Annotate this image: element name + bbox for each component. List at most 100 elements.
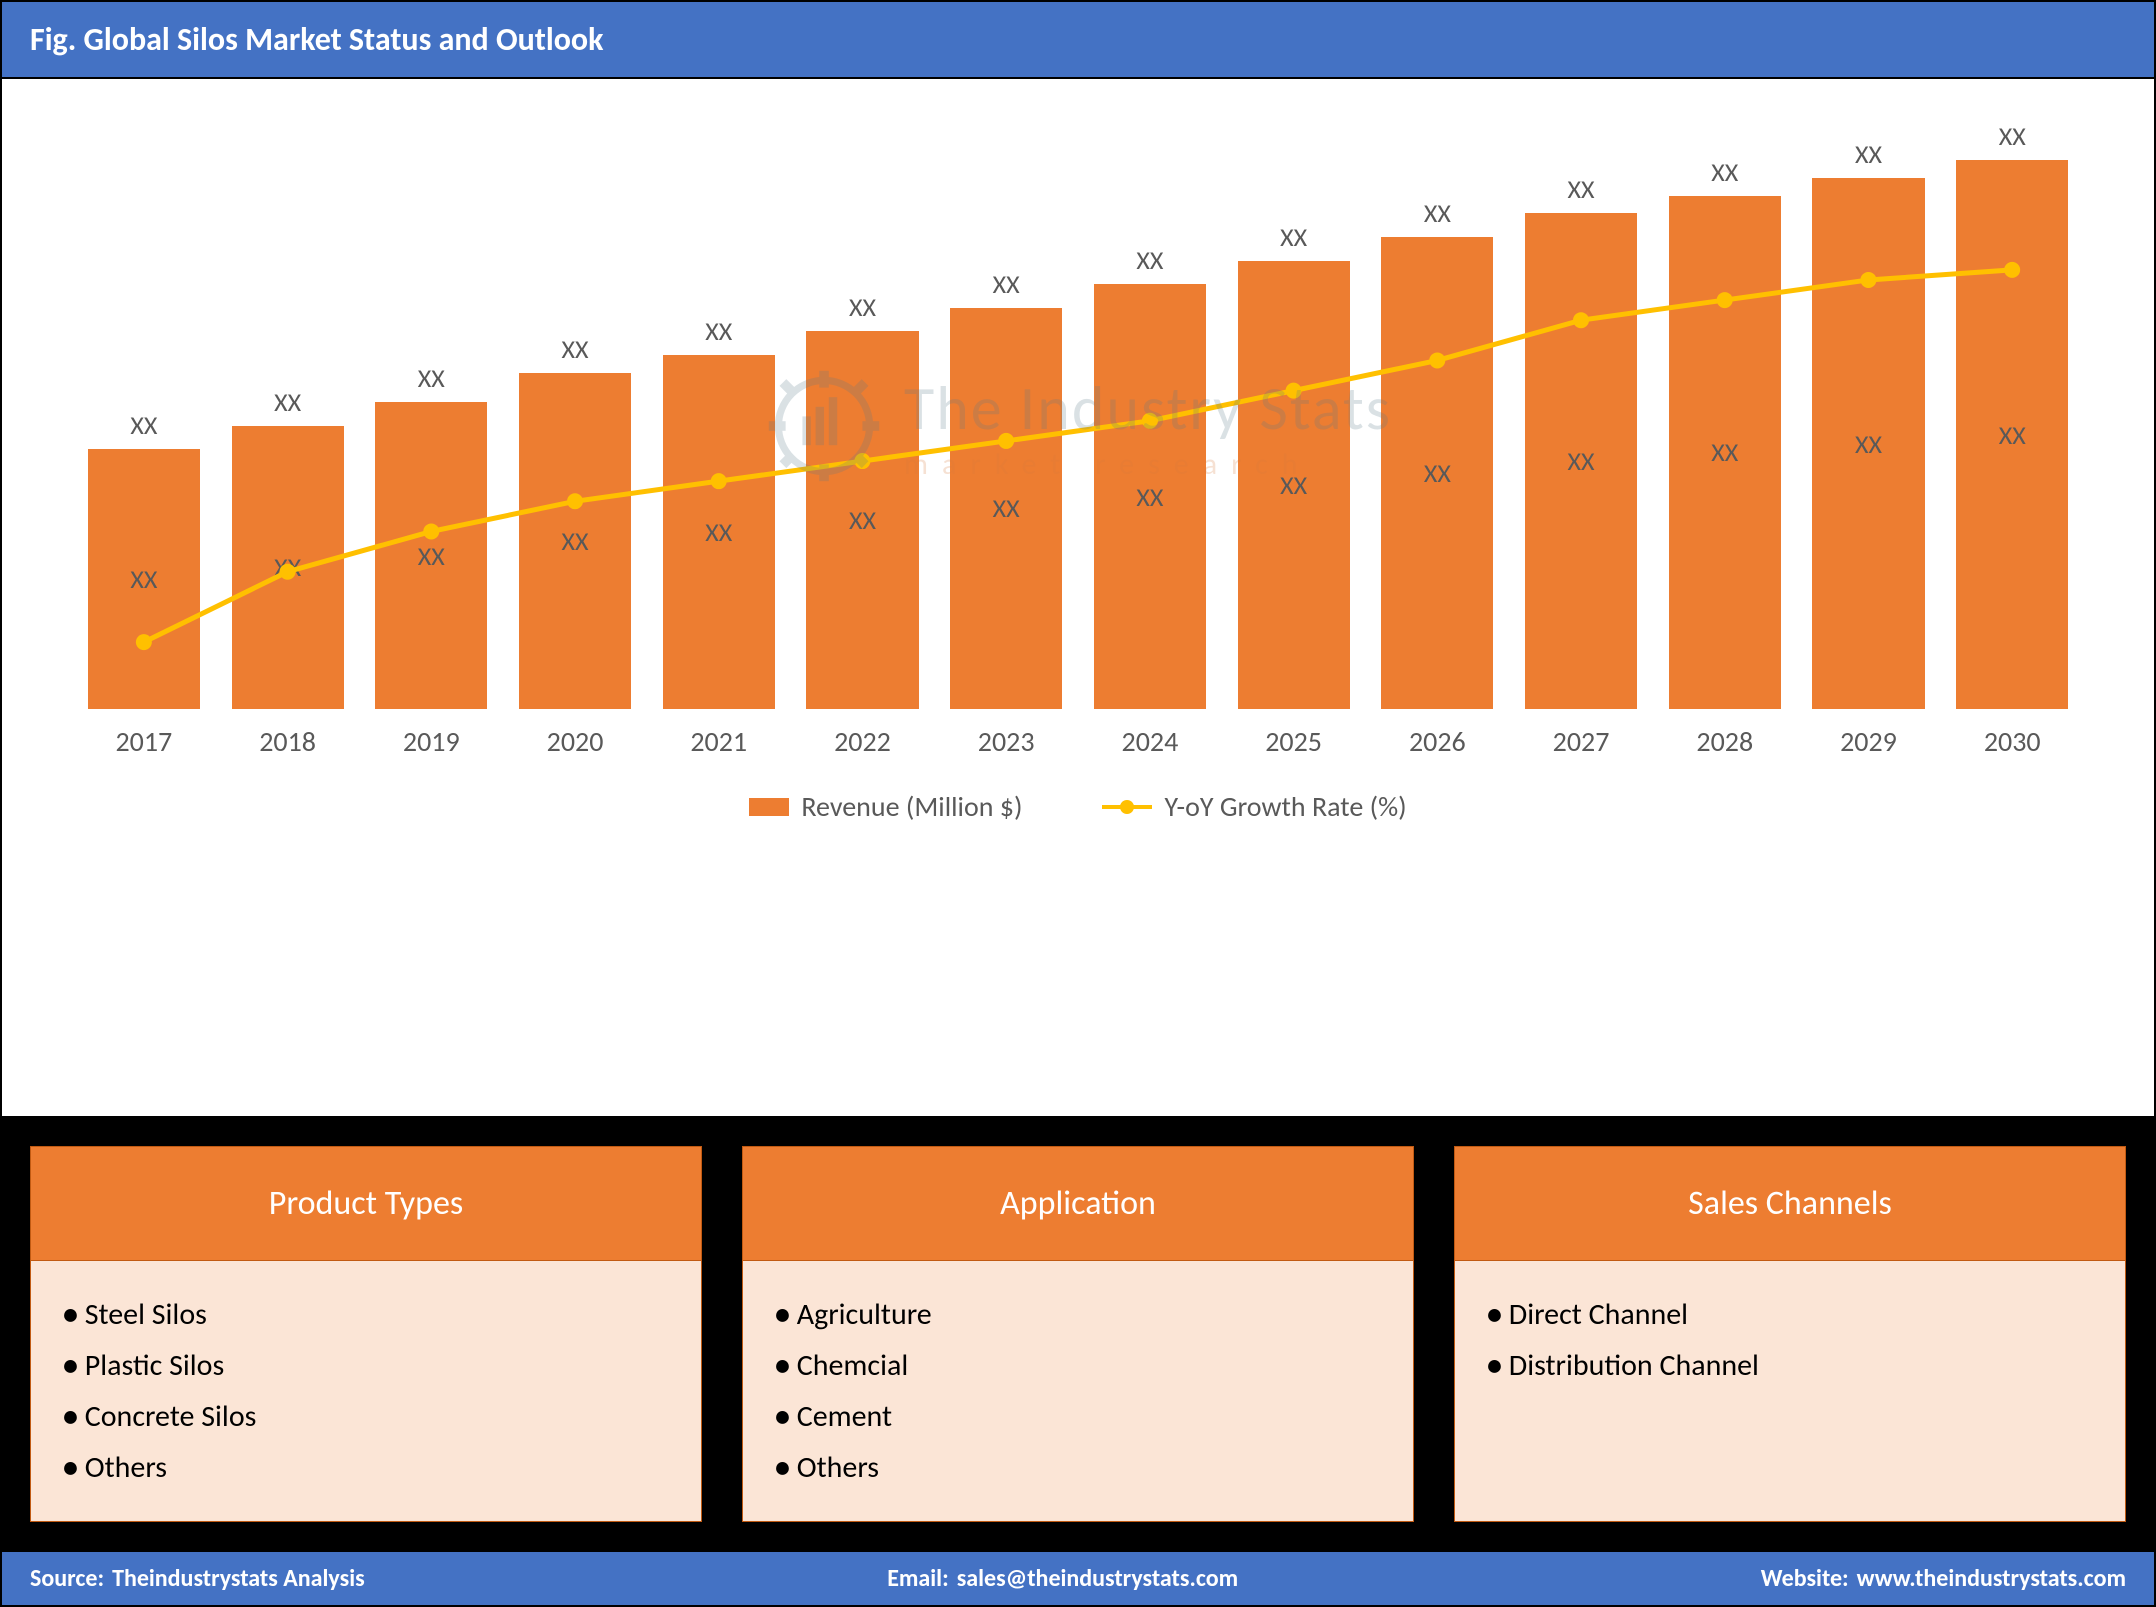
footer-website-label: Website:: [1761, 1564, 1849, 1593]
list-item: Chemcial: [775, 1340, 1381, 1391]
category-card: Product TypesSteel SilosPlastic SilosCon…: [30, 1146, 702, 1522]
revenue-bar: XXXX: [950, 308, 1062, 709]
bar-label-top: XX: [1424, 197, 1451, 229]
revenue-bar: XXXX: [663, 355, 775, 709]
footer-email: Email: sales@theindustrystats.com: [887, 1564, 1238, 1593]
bar-group: XX XX: [1653, 119, 1797, 709]
legend-line-label: Y-oY Growth Rate (%): [1164, 789, 1406, 824]
list-item: Plastic Silos: [63, 1340, 669, 1391]
legend-swatch-line: [1102, 805, 1152, 809]
x-axis-label: 2018: [216, 724, 360, 759]
bar-group: XX XX: [1222, 119, 1366, 709]
bar-label-top: XX: [562, 333, 589, 365]
revenue-bar: XXXX: [88, 449, 200, 709]
card-body: AgricultureChemcialCementOthers: [742, 1261, 1414, 1522]
bar-label-top: XX: [1136, 244, 1163, 276]
card-body: Direct ChannelDistribution Channel: [1454, 1261, 2126, 1522]
revenue-bar: XXXX: [1525, 213, 1637, 709]
bar-label-top: XX: [1568, 173, 1595, 205]
revenue-bar: XXXX: [1238, 261, 1350, 709]
infographic-container: Fig. Global Silos Market Status and Outl…: [0, 0, 2156, 1607]
revenue-bar: XXXX: [519, 373, 631, 709]
list-item: Concrete Silos: [63, 1391, 669, 1442]
card-body: Steel SilosPlastic SilosConcrete SilosOt…: [30, 1261, 702, 1522]
bar-label-in: XX: [1568, 445, 1595, 477]
x-axis-label: 2017: [72, 724, 216, 759]
list-item: Distribution Channel: [1487, 1340, 2093, 1391]
x-axis-label: 2029: [1797, 724, 1941, 759]
x-axis-label: 2028: [1653, 724, 1797, 759]
bar-group: XX XX: [359, 119, 503, 709]
bar-label-top: XX: [993, 268, 1020, 300]
list-item: Cement: [775, 1391, 1381, 1442]
bar-label-in: XX: [274, 551, 301, 583]
footer-bar: Source: Theindustrystats Analysis Email:…: [2, 1550, 2154, 1605]
legend-revenue: Revenue (Million $): [749, 789, 1022, 824]
bar-group: XX XX: [647, 119, 791, 709]
bar-group: XX XX: [1940, 119, 2084, 709]
bar-label-in: XX: [993, 492, 1020, 524]
x-axis-label: 2022: [791, 724, 935, 759]
revenue-bar: XXXX: [375, 402, 487, 709]
x-axis-label: 2023: [934, 724, 1078, 759]
chart-plot: XX XX XX XX XX XX XX XX XX XX XX XX XX XX XX XX XX XX XX XX…: [32, 119, 2124, 759]
bar-label-top: XX: [705, 315, 732, 347]
list-item: Others: [63, 1442, 669, 1493]
bar-group: XX XX: [72, 119, 216, 709]
bar-group: XX XX: [791, 119, 935, 709]
x-axis-label: 2019: [359, 724, 503, 759]
bar-label-in: XX: [418, 540, 445, 572]
bar-label-in: XX: [705, 516, 732, 548]
category-card: ApplicationAgricultureChemcialCementOthe…: [742, 1146, 1414, 1522]
bar-label-in: XX: [1280, 469, 1307, 501]
legend-bar-label: Revenue (Million $): [801, 789, 1022, 824]
list-item: Others: [775, 1442, 1381, 1493]
bar-label-in: XX: [1136, 481, 1163, 513]
footer-website: Website: www.theindustrystats.com: [1761, 1564, 2126, 1593]
revenue-bar: XXXX: [806, 331, 918, 709]
footer-website-value: www.theindustrystats.com: [1857, 1564, 2126, 1593]
figure-title: Fig. Global Silos Market Status and Outl…: [30, 20, 603, 59]
bar-label-top: XX: [1711, 156, 1738, 188]
legend-growth: Y-oY Growth Rate (%): [1102, 789, 1406, 824]
bar-group: XX XX: [934, 119, 1078, 709]
bar-label-top: XX: [1280, 221, 1307, 253]
bar-label-top: XX: [418, 362, 445, 394]
bar-label-in: XX: [1424, 457, 1451, 489]
bar-label-top: XX: [849, 291, 876, 323]
bar-group: XX XX: [216, 119, 360, 709]
bar-group: XX XX: [503, 119, 647, 709]
x-axis-label: 2020: [503, 724, 647, 759]
footer-source-label: Source:: [30, 1564, 104, 1593]
x-axis-label: 2024: [1078, 724, 1222, 759]
bar-group: XX XX: [1797, 119, 1941, 709]
bar-label-in: XX: [1711, 436, 1738, 468]
list-item: Steel Silos: [63, 1289, 669, 1340]
bar-label-in: XX: [130, 563, 157, 595]
bar-label-in: XX: [849, 504, 876, 536]
cards-row: Product TypesSteel SilosPlastic SilosCon…: [2, 1118, 2154, 1550]
x-axis-label: 2025: [1222, 724, 1366, 759]
revenue-bar: XXXX: [232, 426, 344, 709]
footer-source-value: Theindustrystats Analysis: [112, 1564, 365, 1593]
chart-area: XX XX XX XX XX XX XX XX XX XX XX XX XX XX XX XX XX XX XX XX…: [2, 79, 2154, 1118]
revenue-bar: XXXX: [1094, 284, 1206, 709]
bar-label-top: XX: [130, 409, 157, 441]
bar-label-top: XX: [1855, 138, 1882, 170]
revenue-bar: XXXX: [1669, 196, 1781, 709]
bar-label-top: XX: [274, 386, 301, 418]
x-axis-label: 2027: [1509, 724, 1653, 759]
chart-legend: Revenue (Million $) Y-oY Growth Rate (%): [32, 789, 2124, 824]
x-axis-label: 2026: [1365, 724, 1509, 759]
category-card: Sales ChannelsDirect ChannelDistribution…: [1454, 1146, 2126, 1522]
bar-label-in: XX: [1855, 428, 1882, 460]
bar-group: XX XX: [1365, 119, 1509, 709]
bar-label-in: XX: [562, 525, 589, 557]
bar-label-in: XX: [1999, 419, 2026, 451]
footer-email-label: Email:: [887, 1564, 949, 1593]
bar-group: XX XX: [1509, 119, 1653, 709]
bar-label-top: XX: [1999, 120, 2026, 152]
x-axis-label: 2021: [647, 724, 791, 759]
bar-group: XX XX: [1078, 119, 1222, 709]
footer-source: Source: Theindustrystats Analysis: [30, 1564, 365, 1593]
